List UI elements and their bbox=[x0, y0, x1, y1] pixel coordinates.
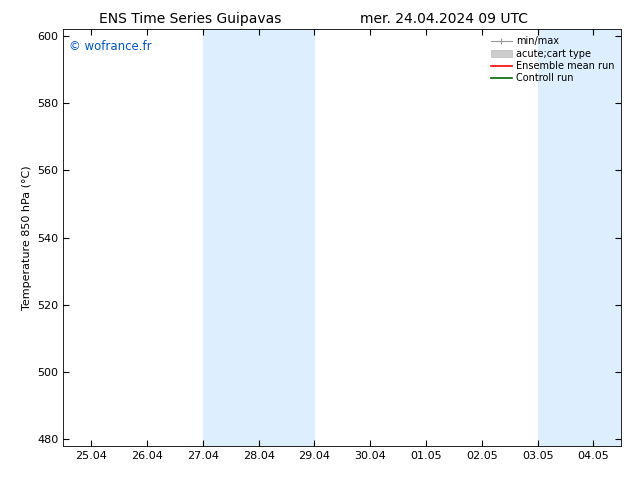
Legend: min/max, acute;cart type, Ensemble mean run, Controll run: min/max, acute;cart type, Ensemble mean … bbox=[489, 34, 616, 85]
Text: ENS Time Series Guipavas: ENS Time Series Guipavas bbox=[99, 12, 281, 26]
Text: mer. 24.04.2024 09 UTC: mer. 24.04.2024 09 UTC bbox=[360, 12, 527, 26]
Bar bbox=[538, 29, 634, 446]
Text: © wofrance.fr: © wofrance.fr bbox=[69, 40, 152, 53]
Bar bbox=[203, 29, 314, 446]
Y-axis label: Temperature 850 hPa (°C): Temperature 850 hPa (°C) bbox=[22, 165, 32, 310]
